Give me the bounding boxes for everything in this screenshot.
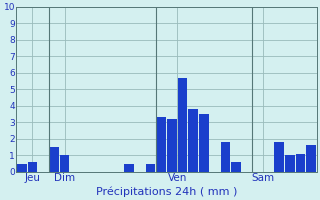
Bar bbox=[124, 164, 134, 172]
Bar bbox=[146, 164, 155, 172]
Bar bbox=[178, 78, 187, 172]
Bar bbox=[17, 164, 27, 172]
Bar bbox=[167, 119, 177, 172]
Bar bbox=[274, 142, 284, 172]
Bar bbox=[285, 155, 294, 172]
Bar bbox=[156, 117, 166, 172]
Bar bbox=[220, 142, 230, 172]
Bar bbox=[49, 147, 59, 172]
Bar bbox=[188, 109, 198, 172]
Bar bbox=[199, 114, 209, 172]
Bar bbox=[28, 162, 37, 172]
Bar bbox=[231, 162, 241, 172]
Bar bbox=[296, 154, 305, 172]
X-axis label: Précipitations 24h ( mm ): Précipitations 24h ( mm ) bbox=[96, 186, 237, 197]
Bar bbox=[306, 145, 316, 172]
Bar bbox=[60, 155, 69, 172]
